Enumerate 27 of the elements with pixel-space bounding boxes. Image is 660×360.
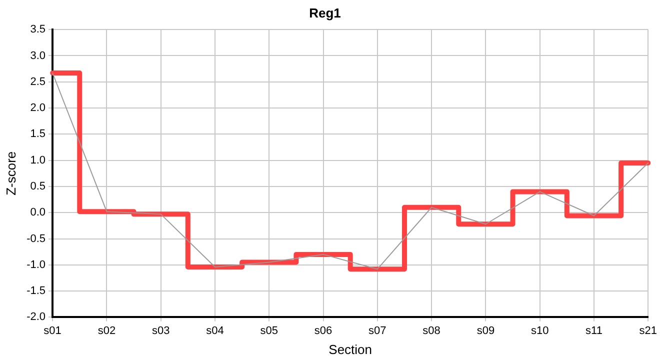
x-tick-label: s11: [586, 324, 602, 337]
x-tick-label: s02: [98, 324, 116, 337]
y-tick-label: -1.0: [26, 258, 46, 271]
y-tick-label: -2.0: [26, 311, 46, 324]
x-tick-label: s21: [639, 324, 658, 337]
chart-title: Reg1: [309, 5, 341, 20]
y-tick-label: 1.0: [30, 154, 46, 166]
x-tick-label: s04: [206, 324, 224, 337]
y-tick-label: 1.5: [30, 128, 46, 140]
x-tick-label: s09: [476, 324, 495, 337]
x-tick-label: s10: [530, 324, 549, 337]
x-tick-label: s07: [368, 324, 386, 337]
y-tick-label: 0.0: [30, 206, 46, 219]
x-tick-label: s08: [422, 324, 440, 337]
y-tick-label: 0.5: [30, 180, 46, 193]
y-tick-label: -0.5: [26, 232, 46, 245]
x-tick-label: s03: [152, 324, 170, 337]
y-tick-label: -1.5: [26, 285, 46, 298]
x-tick-label: s05: [260, 324, 278, 337]
x-tick-label: s01: [44, 324, 62, 337]
y-tick-label: 3.0: [30, 50, 46, 62]
y-tick-label: 3.5: [30, 24, 46, 36]
y-tick-label: 2.5: [30, 76, 46, 88]
y-tick-label: 2.0: [30, 102, 46, 114]
x-axis-title: Section: [328, 342, 372, 357]
x-tick-label: s06: [314, 324, 332, 337]
y-axis-title: Z-score: [3, 151, 18, 196]
